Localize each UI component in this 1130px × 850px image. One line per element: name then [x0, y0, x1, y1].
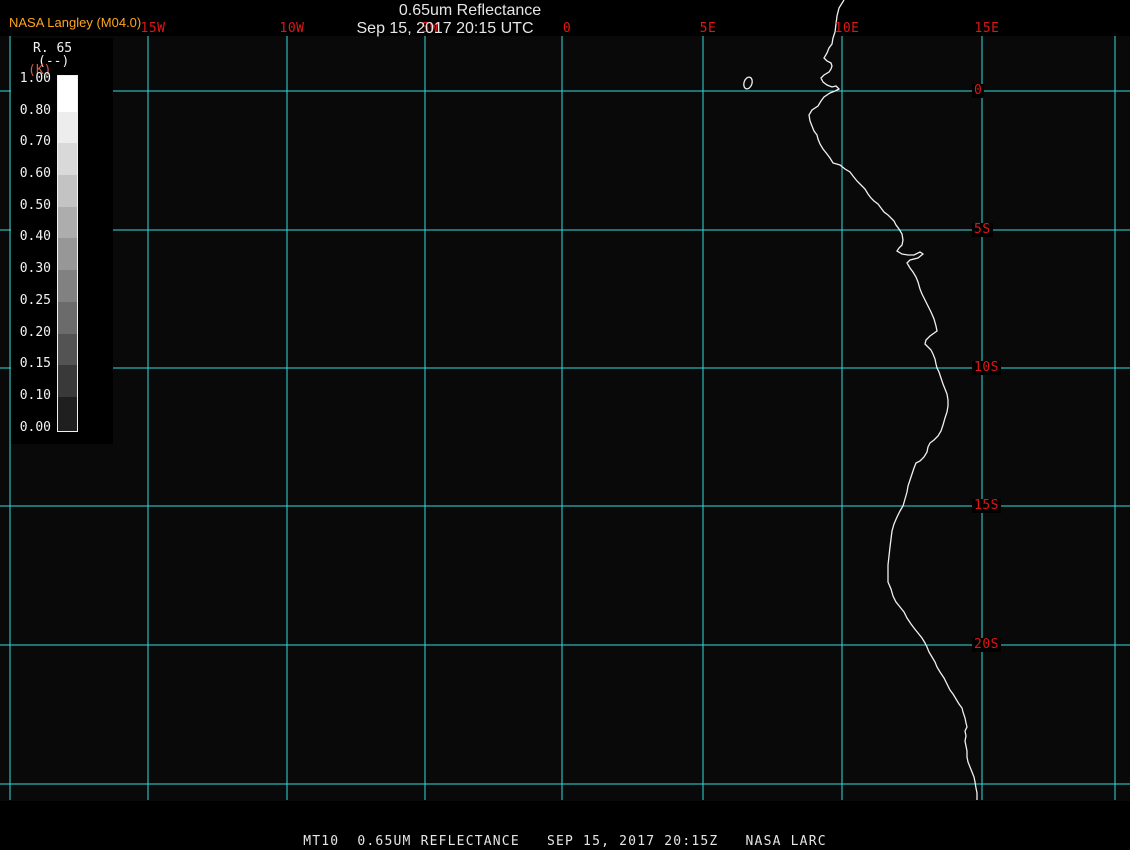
timestamp-label: Sep 15, 2017 20:15 UTC	[356, 20, 534, 37]
colorbar-tick-label: 0.70	[19, 134, 51, 149]
colorbar-tick-label: 0.15	[19, 356, 51, 371]
colorbar-segment	[58, 238, 77, 270]
colorbar-segment	[58, 112, 77, 143]
longitude-label: 5E	[699, 21, 717, 36]
colorbar-unit-label: (K)	[28, 63, 52, 78]
footer-caption: MT10 0.65UM REFLECTANCE SEP 15, 2017 20:…	[303, 834, 827, 849]
colorbar-segment	[58, 76, 77, 112]
colorbar-segment	[58, 334, 77, 365]
latitude-label: 5S	[972, 222, 993, 237]
latitude-label: 15S	[972, 498, 1001, 513]
colorbar-segment	[58, 270, 77, 302]
colorbar-tick-label: 0.20	[19, 325, 51, 340]
colorbar-tick-label: 0.00	[19, 420, 51, 435]
colorbar-gradient-bar	[57, 75, 78, 432]
colorbar-segment	[58, 302, 77, 334]
colorbar-tick-label: 0.25	[19, 293, 51, 308]
source-label: NASA Langley (M04.0)	[9, 15, 142, 30]
colorbar-tick-label: 0.10	[19, 388, 51, 403]
longitude-label: 5W	[421, 21, 439, 36]
page-title: 0.65um Reflectance	[398, 2, 542, 19]
colorbar-tick-label: 0.30	[19, 261, 51, 276]
colorbar-segment	[58, 397, 77, 431]
colorbar-segment	[58, 207, 77, 238]
colorbar-range-label: (--)	[38, 54, 70, 69]
latitude-label: 0	[972, 83, 985, 98]
longitude-label: 15E	[974, 21, 1000, 36]
colorbar-segment	[58, 365, 77, 397]
latitude-label: 10S	[972, 360, 1001, 375]
longitude-label: 10W	[279, 21, 305, 36]
colorbar-segment	[58, 143, 77, 175]
island-outline	[743, 76, 753, 90]
colorbar-segment	[58, 175, 77, 207]
colorbar-tick-label: 0.40	[19, 229, 51, 244]
longitude-label: 0	[562, 21, 572, 36]
longitude-label: 15W	[140, 21, 166, 36]
colorbar-tick-label: 0.80	[19, 103, 51, 118]
colorbar-tick-label: 0.50	[19, 198, 51, 213]
longitude-label: 10E	[834, 21, 860, 36]
latitude-label: 20S	[972, 637, 1001, 652]
colorbar-tick-label: 0.60	[19, 166, 51, 181]
colorbar-title: R. 65	[33, 41, 73, 56]
colorbar-tick-label: 1.00	[19, 71, 51, 86]
coastline-path	[808, 0, 978, 800]
